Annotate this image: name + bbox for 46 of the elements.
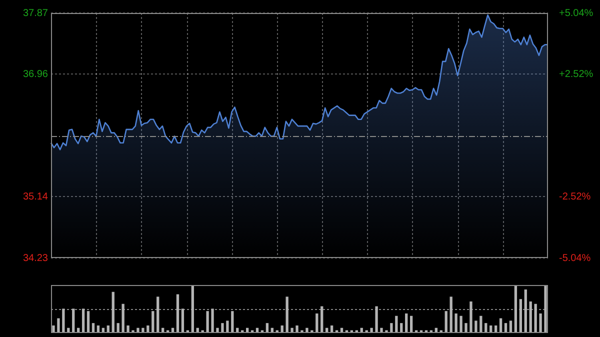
y-tick-label: 35.14 [22,192,48,202]
bar [122,304,124,333]
bar [390,323,393,333]
bar [296,325,298,333]
bar [156,296,160,333]
bar [470,301,472,333]
bar [221,323,224,333]
bar [112,292,114,333]
bar [286,296,288,333]
bar [474,320,478,333]
bar [514,285,518,333]
bar [460,316,462,333]
bar [152,311,154,333]
bar [57,318,60,333]
bar [544,285,547,333]
bar [444,311,448,333]
bar [126,325,130,333]
bar [62,308,65,333]
bar [211,308,214,333]
y-tick-label: 37.87 [22,8,48,19]
bar [464,323,468,333]
bar [524,289,527,333]
y2-tick-label: +5.04% [559,8,594,19]
y2-tick-label: +2.52% [559,69,594,80]
bar [82,308,85,333]
y-tick-label: 36.96 [22,69,48,80]
y-tick-label: 34.23 [22,252,48,264]
bar [519,299,522,333]
y2-tick-label: -5.04% [559,252,591,264]
bar [539,313,542,333]
bar [86,311,90,333]
bar [191,285,194,333]
bar [375,306,378,333]
bar [181,308,184,333]
bar [450,296,452,333]
bar [176,294,180,333]
bar [529,301,532,333]
bar [454,313,458,333]
bar [52,325,55,333]
bar [320,306,324,333]
y2-tick-label: -2.52% [559,192,591,202]
bar [534,304,537,333]
bar [72,308,75,333]
bar [226,320,229,333]
bar [206,311,209,333]
bar [231,311,234,333]
